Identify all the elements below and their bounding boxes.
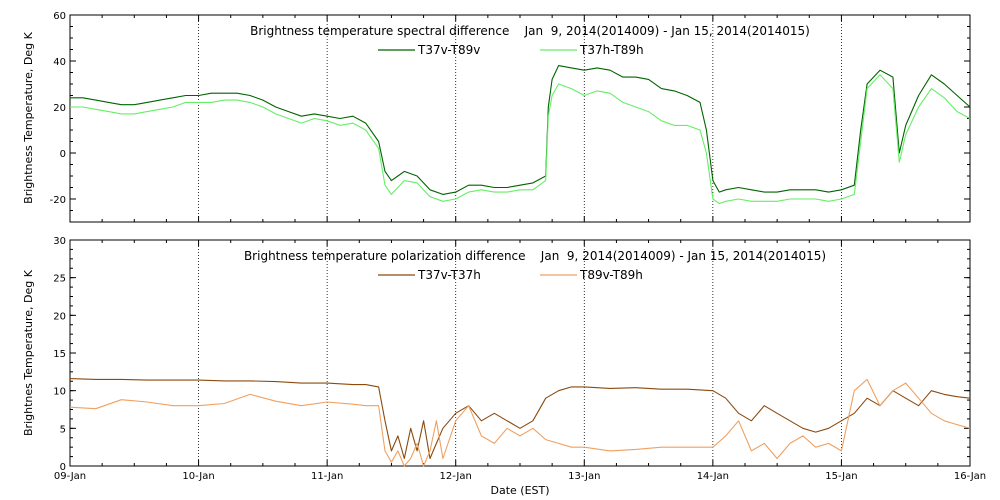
spectral-y-axis-label: Brightness Temperature, Deg K xyxy=(22,31,35,203)
x-axis-ticks: 09-Jan 10-Jan 11-Jan 12-Jan 13-Jan 14-Jan 15-J… xyxy=(54,471,986,482)
polarization-y-tick-label: 10 xyxy=(53,387,66,398)
polarization-y-tick-label: 30 xyxy=(53,236,66,247)
spectral-y-tick-label: 20 xyxy=(53,103,66,114)
polarization-y-tick-label: 15 xyxy=(53,349,66,360)
spectral-panel: -20 0 20 40 60 Brightness temperature spectr… xyxy=(22,11,971,223)
polarization-y-tick-label: 20 xyxy=(53,311,66,322)
polarization-y-tick-label: 0 xyxy=(60,462,66,473)
polarization-series-line-t89v-t89h xyxy=(69,378,971,467)
polarization-y-ticks: 0 5 10 15 20 25 30 xyxy=(53,236,970,473)
polarization-y-axis-label: Brightnes Temperature, Deg K xyxy=(22,269,35,436)
x-tick-label: 14-Jan xyxy=(697,471,729,482)
legend-label-t37v-t89v: T37v-T89v xyxy=(417,43,480,57)
legend-label-t37h-t89h: T37h-T89h xyxy=(579,43,644,57)
polarization-legend: T37v-T37h T89v-T89h xyxy=(378,268,643,282)
polarization-chart-title: Brightness temperature polarization diff… xyxy=(244,249,826,263)
spectral-series-line-t37h-t89h xyxy=(70,74,971,205)
x-axis-label: Date (EST) xyxy=(490,484,549,497)
polarization-panel: 0 5 10 15 20 25 30 09-Jan 10-Jan 11-Jan 12-Jan 13-… xyxy=(22,236,986,497)
polarization-y-tick-label: 5 xyxy=(60,424,66,435)
legend-label-t89v-t89h: T89v-T89h xyxy=(579,268,643,282)
polarization-series xyxy=(69,378,971,467)
spectral-chart-title: Brightness temperature spectral differen… xyxy=(250,24,810,38)
x-tick-label: 15-Jan xyxy=(825,471,857,482)
spectral-y-tick-label: 40 xyxy=(53,57,66,68)
x-tick-label: 16-Jan xyxy=(954,471,986,482)
spectral-gridlines xyxy=(69,15,971,222)
polarization-gridlines xyxy=(69,240,971,466)
spectral-y-tick-label: 0 xyxy=(60,149,66,160)
x-tick-label: 10-Jan xyxy=(182,471,214,482)
polarization-series-line-t37v-t37h xyxy=(69,378,971,460)
legend-label-t37v-t37h: T37v-T37h xyxy=(417,268,481,282)
spectral-y-tick-label: -20 xyxy=(50,195,66,206)
x-tick-label: 12-Jan xyxy=(440,471,472,482)
polarization-y-tick-label: 25 xyxy=(53,274,66,285)
spectral-legend: T37v-T89v T37h-T89h xyxy=(378,43,644,57)
spectral-series xyxy=(70,65,971,205)
x-tick-label: 11-Jan xyxy=(311,471,343,482)
x-tick-label: 13-Jan xyxy=(568,471,600,482)
x-tick-label: 09-Jan xyxy=(54,471,86,482)
spectral-y-tick-label: 60 xyxy=(53,11,66,22)
